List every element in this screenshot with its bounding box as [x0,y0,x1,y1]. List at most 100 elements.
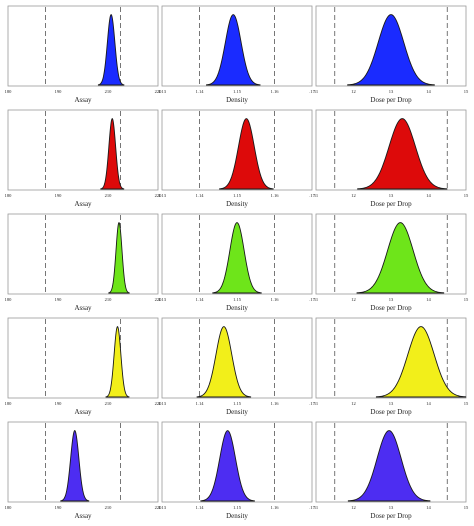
tick-label: 210 [105,193,113,198]
panel-r3-assay: 180 190 210 220 Assay [5,213,163,312]
tick-label: 1.14 [196,193,205,198]
histogram-distribution [206,14,261,86]
axis-label: Assay [74,408,92,416]
tick-label: 1.13 [158,193,167,198]
axis-label: Density [226,408,248,416]
tick-label: 220 [155,297,163,302]
tick-label: 1.13 [158,505,167,510]
tick-label: 12 [351,505,356,510]
tick-label: .17 [309,89,315,94]
panel-frame [161,421,313,503]
tick-label: 1.15 [233,505,242,510]
panel-frame [161,109,313,191]
axis-label: Dose per Drop [370,512,412,520]
panel-frame [7,5,159,87]
panel-frame [161,317,313,399]
tick-label: 210 [105,505,113,510]
tick-label: 220 [155,505,163,510]
axis-label: Density [226,200,248,208]
tick-label: 180 [5,401,13,406]
axis-label: Density [226,96,248,104]
axis-label: Density [226,512,248,520]
panel-r4-assay: 180 190 210 220 Assay [5,317,163,416]
tick-label: 1.15 [233,401,242,406]
tick-label: 1.14 [196,505,205,510]
tick-label: 13 [389,193,394,198]
histogram-distribution [100,118,125,190]
tick-label: 1.14 [196,89,205,94]
tick-label: 220 [155,193,163,198]
panel-frame [315,317,467,399]
tick-label: 14 [426,401,431,406]
tick-label: 14 [426,505,431,510]
tick-label: 11 [314,505,318,510]
tick-label: 12 [351,297,356,302]
tick-label: .17 [309,505,315,510]
tick-label: 15 [464,193,469,198]
tick-label: 190 [55,193,63,198]
histogram-distribution [60,430,90,502]
panel-r3-density: 1.13 1.14 1.15 1.16 .17 Density [158,213,316,312]
axis-label: Assay [74,200,92,208]
tick-label: 13 [389,401,394,406]
panel-frame [315,213,467,295]
histogram-distribution [105,326,130,398]
axis-label: Assay [74,96,92,104]
tick-label: 210 [105,297,113,302]
histogram-distribution [347,430,431,502]
panel-frame [7,421,159,503]
panel-r4-density: 1.13 1.14 1.15 1.16 .17 Density [158,317,316,416]
tick-label: 15 [464,505,469,510]
panel-r1-density: 1.13 1.14 1.15 1.16 .17 Density [158,5,316,104]
histogram-distribution [108,221,130,294]
tick-label: 11 [314,89,318,94]
panel-r2-assay: 180 190 210 220 Assay [5,109,163,208]
tick-label: 220 [155,89,163,94]
panel-r2-dose-per-drop: 11 12 13 14 15 Dose per Drop [314,109,469,208]
axis-label: Dose per Drop [370,408,412,416]
axis-label: Assay [74,512,92,520]
panel-r1-dose-per-drop: 11 12 13 14 15 Dose per Drop [314,5,469,104]
tick-label: 1.16 [271,297,280,302]
tick-label: 1.15 [233,297,242,302]
panel-frame [315,5,467,87]
panel-frame [161,5,313,87]
tick-label: 11 [314,297,318,302]
tick-label: 210 [105,401,113,406]
tick-label: 190 [55,89,63,94]
tick-label: 12 [351,193,356,198]
panel-r3-dose-per-drop: 11 12 13 14 15 Dose per Drop [314,213,469,312]
panel-frame [7,109,159,191]
panel-frame [7,213,159,295]
axis-label: Dose per Drop [370,304,412,312]
tick-label: 220 [155,401,163,406]
tick-label: 1.14 [196,297,205,302]
tick-label: 1.16 [271,89,280,94]
tick-label: 190 [55,505,63,510]
tick-label: 13 [389,505,394,510]
axis-label: Density [226,304,248,312]
tick-label: 12 [351,89,356,94]
tick-label: 13 [389,297,394,302]
tick-label: .17 [309,193,315,198]
panel-frame [315,109,467,191]
axis-label: Dose per Drop [370,200,412,208]
panel-r1-assay: 180 190 210 220 Assay [5,5,163,104]
tick-label: 180 [5,297,13,302]
tick-label: 1.15 [233,193,242,198]
panel-frame [315,421,467,503]
tick-label: 1.16 [271,401,280,406]
tick-label: 15 [464,89,469,94]
panel-r5-density: 1.13 1.14 1.15 1.16 .17 Density [158,421,316,520]
tick-label: 190 [55,401,63,406]
tick-label: 14 [426,297,431,302]
tick-label: 1.13 [158,89,167,94]
histogram-distribution [196,326,252,398]
histogram-distribution [97,14,125,86]
panel-r2-density: 1.13 1.14 1.15 1.16 .17 Density [158,109,316,208]
tick-label: 190 [55,297,63,302]
tick-label: 180 [5,193,13,198]
tick-label: 1.16 [271,193,280,198]
tick-label: 15 [464,297,469,302]
